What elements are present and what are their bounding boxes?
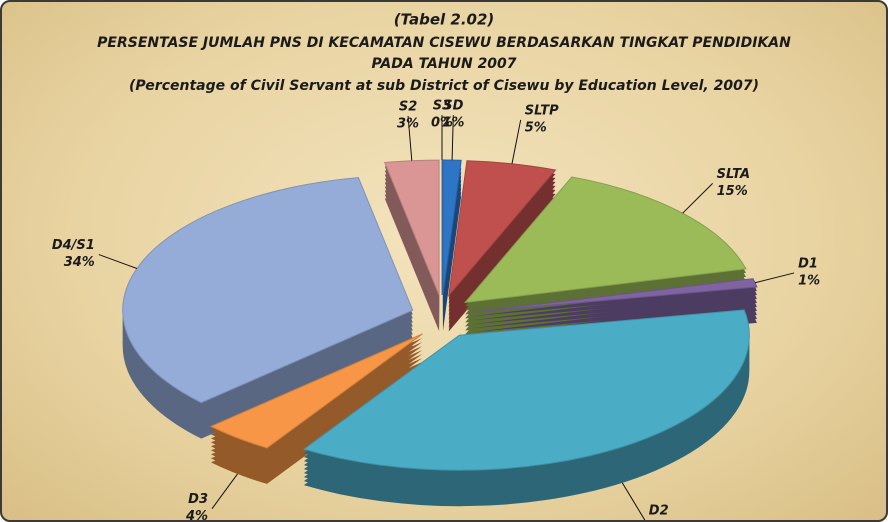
data-label-value: 1% bbox=[798, 273, 820, 288]
data-label-value: 15% bbox=[717, 184, 748, 199]
data-label-name: SLTP bbox=[525, 103, 559, 118]
leader-line bbox=[682, 183, 713, 214]
leader-line bbox=[407, 115, 413, 161]
pie-slice bbox=[302, 309, 750, 471]
pie-slice bbox=[384, 159, 440, 296]
data-label-name: S3 bbox=[433, 99, 451, 114]
data-label-name: D1 bbox=[798, 256, 818, 271]
data-label-value: 3% bbox=[397, 116, 419, 131]
leader-line bbox=[451, 115, 454, 161]
leader-line bbox=[211, 473, 238, 509]
data-label-value: 0% bbox=[431, 116, 453, 131]
pie-slice bbox=[209, 333, 423, 449]
data-label-name: D2 bbox=[649, 504, 669, 519]
chart-subtitle: PADA TAHUN 2007 bbox=[371, 56, 516, 72]
data-label-name: D3 bbox=[188, 492, 208, 507]
data-label-value: 4% bbox=[185, 509, 208, 520]
leader-line bbox=[511, 119, 522, 164]
data-label-name: D4/S1 bbox=[52, 238, 95, 253]
chart-subtitle: (Percentage of Civil Servant at sub Dist… bbox=[129, 78, 759, 94]
pie-slice bbox=[122, 177, 414, 404]
leader-line bbox=[98, 254, 138, 269]
data-label-value: 34% bbox=[64, 255, 95, 270]
leader-line bbox=[754, 272, 795, 284]
pie-slice bbox=[447, 160, 557, 298]
data-label-name: SD bbox=[443, 99, 463, 114]
chart-subtitle: PERSENTASE JUMLAH PNS DI KECAMATAN CISEW… bbox=[97, 35, 791, 51]
data-label-value: 5% bbox=[525, 120, 547, 135]
leader-line bbox=[621, 482, 646, 520]
data-label-value: 1% bbox=[442, 116, 464, 131]
data-label-name: S2 bbox=[399, 99, 417, 114]
chart-title: (Tabel 2.02) bbox=[394, 11, 495, 29]
data-label-name: SLTA bbox=[717, 167, 750, 182]
